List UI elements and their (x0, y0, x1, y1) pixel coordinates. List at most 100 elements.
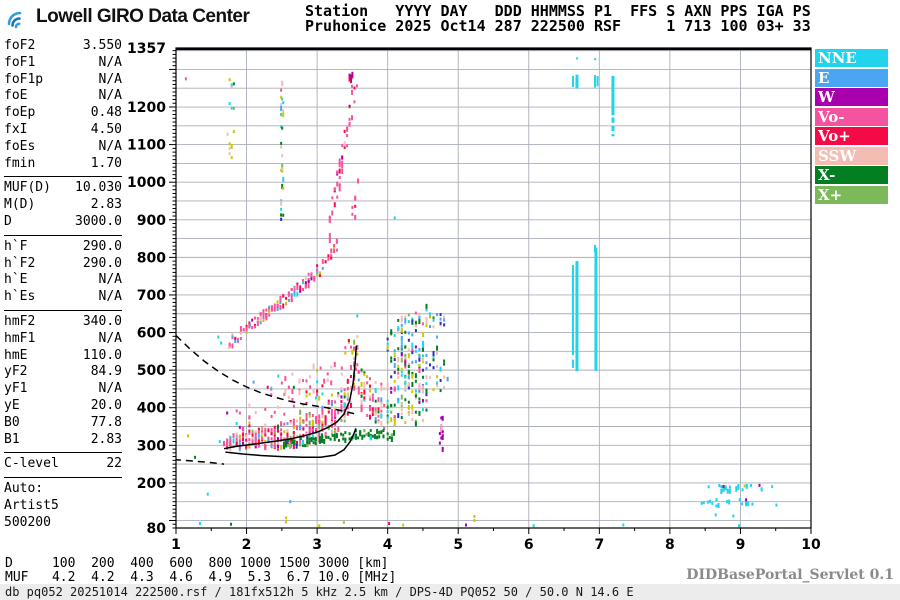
profile-model-extension (176, 459, 225, 465)
param-row: foEs N/A (4, 139, 122, 156)
param-value: N/A (98, 381, 122, 397)
param-value: 84.9 (90, 364, 122, 380)
param-separator (4, 176, 122, 178)
y-tick-label: 1000 (127, 175, 166, 191)
y-tick-label: 800 (137, 250, 166, 266)
param-name: fmin (4, 155, 36, 171)
rfi-line (571, 359, 574, 368)
y-tick-label: 80 (147, 521, 167, 537)
y-tick-label: 300 (137, 438, 166, 454)
param-row: h`Es N/A (4, 289, 122, 306)
x-tick-label: 3 (312, 537, 322, 553)
x-tick-label: 7 (594, 537, 604, 553)
param-value: 290.0 (82, 255, 122, 271)
station-header-line2: Pruhonice 2025 Oct14 287 222500 RSF 1 71… (305, 17, 811, 35)
param-name: M(D) (4, 197, 36, 213)
param-name: foE (4, 88, 28, 104)
x-tick-label: 1 (171, 537, 181, 553)
param-name: h`F (4, 238, 28, 254)
param-row: fmin 1.70 (4, 156, 122, 173)
param-value: 3.550 (82, 38, 122, 53)
legend-item-w: W (815, 88, 888, 106)
legend-item-vo: Vo- (815, 107, 888, 126)
param-value: 340.0 (82, 313, 122, 329)
servlet-version-label: DIDBasePortal_Servlet 0.1 (686, 567, 894, 583)
muf-scale-row: MUF 4.2 4.2 4.3 4.6 4.9 5.3 6.7 10.0 [MH… (5, 570, 397, 585)
param-value: N/A (98, 272, 122, 288)
param-value: 10.030 (75, 180, 122, 196)
param-row: yE 20.0 (4, 398, 122, 415)
param-value: N/A (98, 330, 122, 346)
param-value: 4.50 (90, 121, 122, 137)
x-tick-label: 4 (383, 537, 393, 553)
param-value: N/A (98, 138, 122, 154)
param-value: N/A (98, 88, 122, 104)
trace-curves (176, 334, 358, 465)
rfi-line (611, 117, 615, 123)
param-value: 110.0 (82, 347, 122, 363)
param-value: N/A (98, 289, 122, 305)
param-value: N/A (98, 71, 122, 87)
y-tick-label: 400 (137, 401, 166, 417)
param-row: C-level 22 (4, 456, 122, 473)
param-value: 2.83 (90, 197, 122, 213)
param-name: foF1 (4, 54, 36, 70)
rfi-line (575, 261, 579, 372)
param-row: yF2 84.9 (4, 364, 122, 381)
param-row: foE N/A (4, 88, 122, 105)
param-name: B1 (4, 431, 20, 447)
param-row: foF1 N/A (4, 55, 122, 72)
y-tick-label: 200 (137, 476, 166, 492)
param-value: 22 (106, 456, 122, 472)
param-name: yF2 (4, 364, 28, 380)
param-separator (4, 234, 122, 236)
legend-item-vo: Vo+ (815, 127, 888, 145)
param-row: hmF2 340.0 (4, 314, 122, 331)
rfi-line (596, 76, 599, 87)
param-row: h`F 290.0 (4, 239, 122, 256)
param-name: yF1 (4, 381, 28, 397)
rfi-line (571, 264, 574, 356)
param-value: 1.70 (90, 155, 122, 171)
param-row: hmF1 N/A (4, 331, 122, 348)
param-value: 290.0 (82, 238, 122, 254)
param-name: hmF1 (4, 330, 36, 346)
param-separator (4, 477, 122, 479)
station-header-line1: Station YYYY DAY DDD HHMMSS P1 FFS S AXN… (305, 2, 811, 20)
param-value: 77.8 (90, 414, 122, 430)
param-row: foF2 3.550 (4, 38, 122, 55)
param-name: h`F2 (4, 255, 36, 271)
y-tick-label: 1100 (127, 138, 166, 154)
artist-otrace-fit (223, 345, 358, 450)
param-name: yE (4, 397, 20, 413)
param-name: foF2 (4, 38, 36, 53)
param-row: B0 77.8 (4, 415, 122, 432)
x-tick-label: 5 (453, 537, 463, 553)
muf-transmission-curve (176, 334, 357, 415)
y-tick-label: 500 (137, 363, 166, 379)
param-name: hmE (4, 347, 28, 363)
y-tick-label: 1200 (127, 100, 166, 116)
param-row: B1 2.83 (4, 432, 122, 449)
axis-ticks (169, 50, 812, 534)
param-name: hmF2 (4, 313, 36, 329)
param-name: B0 (4, 414, 20, 430)
param-row: h`E N/A (4, 272, 122, 289)
param-row: yF1 N/A (4, 381, 122, 398)
legend-item-x: X+ (815, 185, 888, 204)
antenna-direction-legend: NNE E W Vo- Vo+ SSW X- X+ (815, 49, 888, 205)
x-tick-label: 8 (665, 537, 675, 553)
rfi-line (575, 57, 578, 60)
param-name: h`E (4, 272, 28, 288)
station-header: Station YYYY DAY DDD HHMMSS P1 FFS S AXN… (305, 4, 811, 34)
lowell-giro-logo[interactable]: Lowell GIRO Data Center (6, 4, 250, 30)
rfi-line (611, 75, 615, 116)
y-tick-label: 1357 (127, 41, 166, 57)
param-name: foEp (4, 105, 36, 121)
param-row: foEp 0.48 (4, 105, 122, 122)
parameter-panel: foF2 3.550 foF1 N/A foF1p N/A foE N/A foEp 0.48 fx… (4, 38, 122, 532)
axis-labels: 1357120011001000900800700600500400300200… (127, 41, 821, 553)
y-tick-label: 900 (137, 213, 166, 229)
